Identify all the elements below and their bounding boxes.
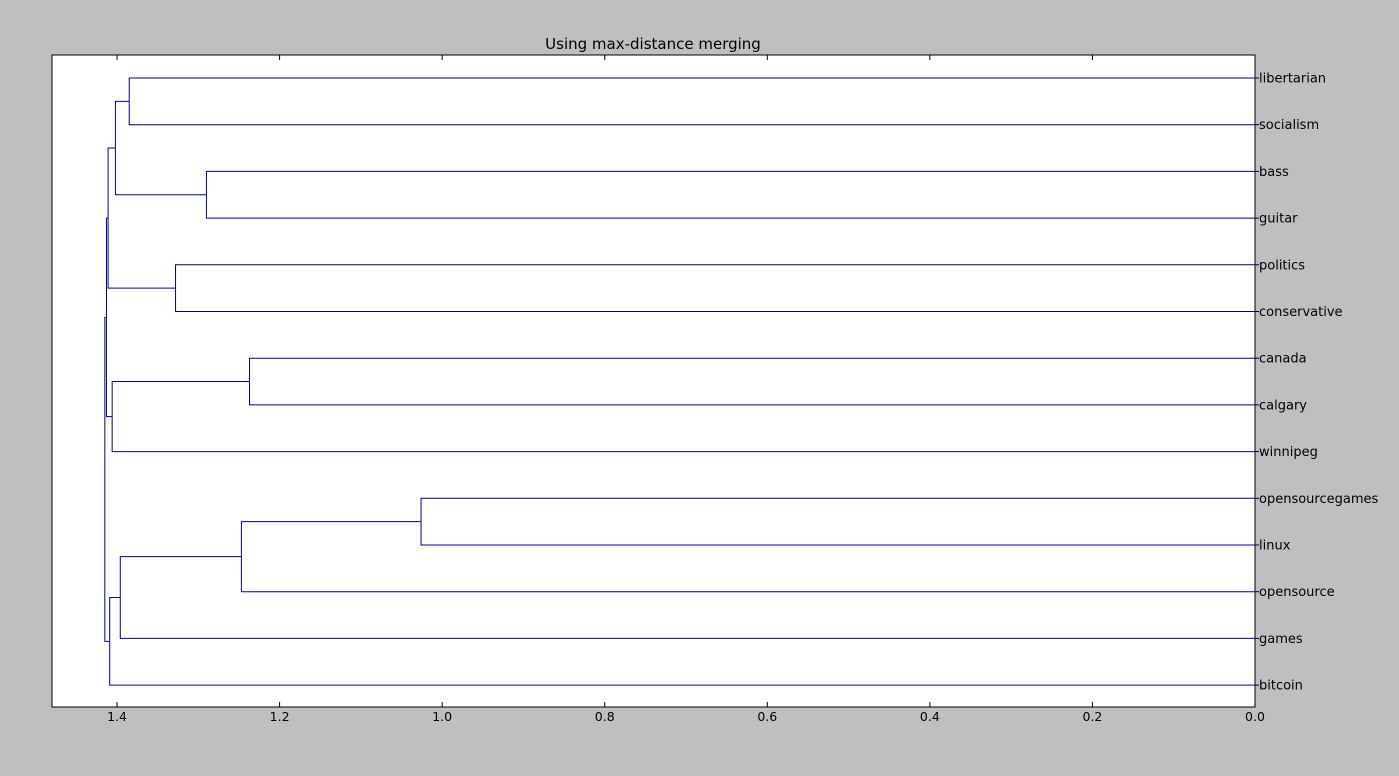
dendrogram-link bbox=[104, 316, 110, 642]
leaf-label: games bbox=[1259, 632, 1303, 647]
axes-background bbox=[51, 54, 1256, 708]
x-tick-label: 0.2 bbox=[1082, 709, 1102, 724]
x-tick-label: 0.4 bbox=[920, 709, 940, 724]
leaf-label: opensource bbox=[1259, 585, 1335, 600]
leaf-label: politics bbox=[1259, 258, 1305, 273]
x-tick-label: 1.2 bbox=[270, 709, 290, 724]
chart-title: Using max-distance merging bbox=[545, 35, 761, 53]
x-tick-label: 0.0 bbox=[1245, 709, 1265, 724]
dendrogram-link bbox=[249, 357, 1255, 406]
x-tick-label: 0.8 bbox=[595, 709, 615, 724]
x-axis-ticks: 1.4 1.2 1.0 0.8 0.6 0.4 0.2 0.0 bbox=[107, 55, 1265, 724]
leaf-label: calgary bbox=[1259, 398, 1307, 413]
leaf-label: bass bbox=[1259, 165, 1289, 180]
leaf-label: guitar bbox=[1259, 212, 1298, 227]
leaf-label: opensourcegames bbox=[1259, 492, 1378, 507]
leaf-label: bitcoin bbox=[1259, 679, 1303, 694]
leaf-label: winnipeg bbox=[1259, 445, 1318, 460]
leaf-label: linux bbox=[1259, 539, 1291, 554]
leaf-label: conservative bbox=[1259, 305, 1343, 320]
x-tick-label: 0.6 bbox=[757, 709, 777, 724]
leaf-labels: libertarian socialism bass guitar politics co… bbox=[1255, 72, 1378, 694]
leaf-label: libertarian bbox=[1259, 72, 1326, 87]
x-tick-label: 1.4 bbox=[107, 709, 127, 724]
leaf-label: socialism bbox=[1259, 118, 1319, 133]
dendrogram-link bbox=[107, 147, 176, 289]
dendrogram-links bbox=[104, 77, 1255, 686]
x-tick-label: 1.0 bbox=[432, 709, 452, 724]
dendrogram-link bbox=[128, 77, 1255, 126]
leaf-label: canada bbox=[1259, 352, 1307, 367]
